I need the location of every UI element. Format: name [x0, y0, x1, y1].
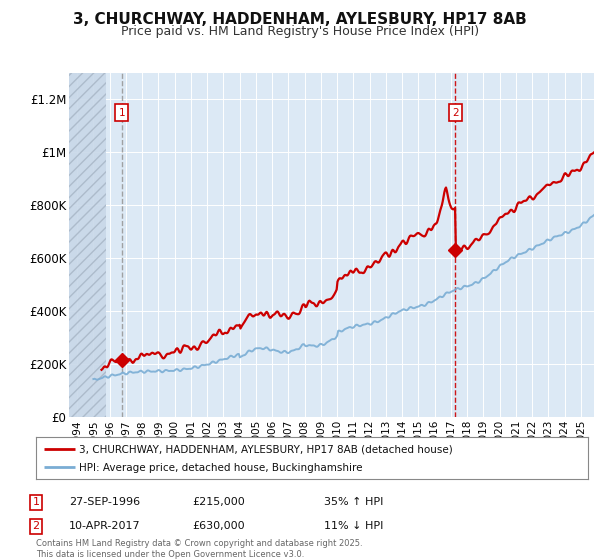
- Text: 2: 2: [32, 521, 40, 531]
- Text: Contains HM Land Registry data © Crown copyright and database right 2025.
This d: Contains HM Land Registry data © Crown c…: [36, 539, 362, 559]
- Text: 35% ↑ HPI: 35% ↑ HPI: [324, 497, 383, 507]
- Text: 3, CHURCHWAY, HADDENHAM, AYLESBURY, HP17 8AB: 3, CHURCHWAY, HADDENHAM, AYLESBURY, HP17…: [73, 12, 527, 27]
- Text: £215,000: £215,000: [192, 497, 245, 507]
- Text: 1: 1: [118, 108, 125, 118]
- Text: 27-SEP-1996: 27-SEP-1996: [69, 497, 140, 507]
- Text: 2: 2: [452, 108, 458, 118]
- Text: HPI: Average price, detached house, Buckinghamshire: HPI: Average price, detached house, Buck…: [79, 463, 362, 473]
- Text: 1: 1: [32, 497, 40, 507]
- Text: Price paid vs. HM Land Registry's House Price Index (HPI): Price paid vs. HM Land Registry's House …: [121, 25, 479, 38]
- Text: £630,000: £630,000: [192, 521, 245, 531]
- Text: 10-APR-2017: 10-APR-2017: [69, 521, 140, 531]
- Text: 11% ↓ HPI: 11% ↓ HPI: [324, 521, 383, 531]
- Text: 3, CHURCHWAY, HADDENHAM, AYLESBURY, HP17 8AB (detached house): 3, CHURCHWAY, HADDENHAM, AYLESBURY, HP17…: [79, 445, 453, 454]
- Bar: [69, 73, 106, 417]
